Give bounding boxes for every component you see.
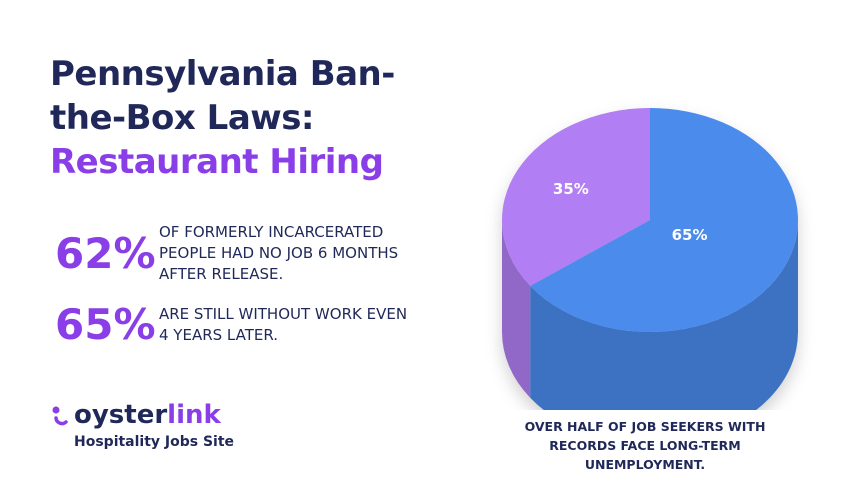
logo-icon bbox=[52, 406, 68, 426]
stat-text: OF FORMERLY INCARCERATED PEOPLE HAD NO J… bbox=[159, 223, 399, 283]
brand-accent: link bbox=[167, 400, 221, 430]
stat-figure: 62% bbox=[55, 229, 156, 278]
slice-label: 65% bbox=[672, 226, 708, 244]
brand-dark: oyster bbox=[74, 400, 168, 430]
stat: 62% OF FORMERLY INCARCERATED PEOPLE HAD N… bbox=[55, 222, 419, 285]
chart-caption: OVER HALF OF JOB SEEKERS WITH RECORDS FA… bbox=[524, 419, 766, 472]
pie-slice bbox=[502, 108, 650, 286]
pie-side bbox=[502, 220, 531, 398]
title: Pennsylvania Ban-the-Box Laws: Restauran… bbox=[50, 52, 470, 184]
stat: 65% ARE STILL WITHOUT WORK EVEN 4 YEARS L… bbox=[55, 300, 419, 349]
slice-label: 35% bbox=[553, 180, 589, 198]
pie-slice bbox=[530, 108, 798, 332]
stat-figure: 65% bbox=[55, 300, 156, 349]
tagline: Hospitality Jobs Site bbox=[74, 434, 235, 450]
pie bbox=[502, 108, 798, 410]
stat-text: ARE STILL WITHOUT WORK EVEN 4 YEARS LATE… bbox=[159, 304, 408, 344]
pie-side bbox=[530, 220, 798, 410]
title-main: Pennsylvania Ban-the-Box Laws: bbox=[50, 54, 395, 138]
title-accent: Restaurant Hiring bbox=[50, 142, 384, 182]
logo: oysterlink Hospitality Jobs Site bbox=[50, 400, 234, 450]
chart: 35% 65% bbox=[502, 108, 798, 410]
